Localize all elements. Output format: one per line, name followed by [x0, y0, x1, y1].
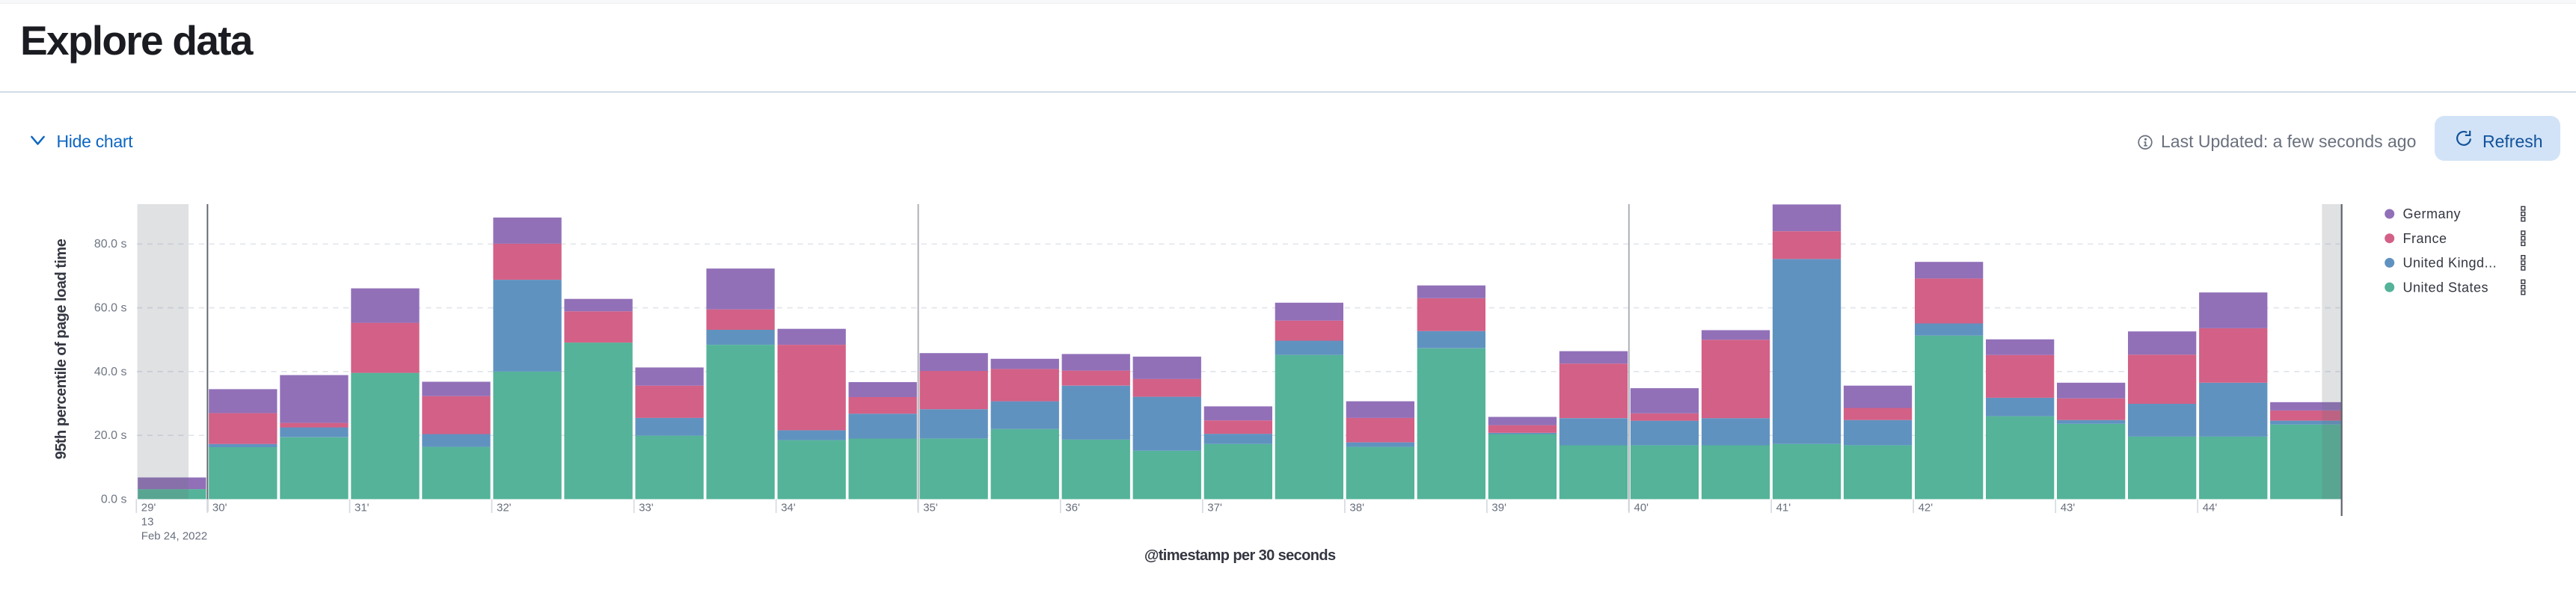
svg-text:35': 35': [923, 502, 938, 514]
svg-text:95th percentile of page load t: 95th percentile of page load time: [53, 239, 70, 459]
svg-text:United States: United States: [2403, 280, 2489, 295]
svg-text:37': 37': [1207, 502, 1222, 514]
svg-text:36': 36': [1065, 502, 1080, 514]
svg-text:0.0 s: 0.0 s: [101, 493, 127, 506]
svg-text:40.0 s: 40.0 s: [94, 366, 127, 378]
svg-text:34': 34': [781, 502, 796, 514]
svg-text:43': 43': [2061, 502, 2076, 514]
svg-text:13: 13: [141, 516, 154, 529]
svg-text:20.0 s: 20.0 s: [94, 429, 127, 442]
svg-text:44': 44': [2203, 502, 2218, 514]
svg-text:France: France: [2403, 231, 2447, 246]
svg-text:42': 42': [1919, 502, 1933, 514]
svg-text:31': 31': [355, 502, 369, 514]
svg-text:33': 33': [639, 502, 654, 514]
svg-text:29': 29': [141, 502, 156, 514]
svg-text:60.0 s: 60.0 s: [94, 302, 127, 315]
svg-text:38': 38': [1349, 502, 1364, 514]
svg-text:80.0 s: 80.0 s: [94, 238, 127, 251]
svg-text:@timestamp per 30 seconds: @timestamp per 30 seconds: [1144, 547, 1336, 564]
svg-text:41': 41': [1776, 502, 1791, 514]
svg-text:30': 30': [212, 502, 227, 514]
svg-text:Germany: Germany: [2403, 206, 2462, 221]
svg-text:United Kingd...: United Kingd...: [2403, 256, 2497, 271]
svg-text:40': 40': [1634, 502, 1649, 514]
svg-text:Feb 24, 2022: Feb 24, 2022: [141, 530, 207, 543]
svg-text:39': 39': [1491, 502, 1506, 514]
svg-text:32': 32': [497, 502, 512, 514]
